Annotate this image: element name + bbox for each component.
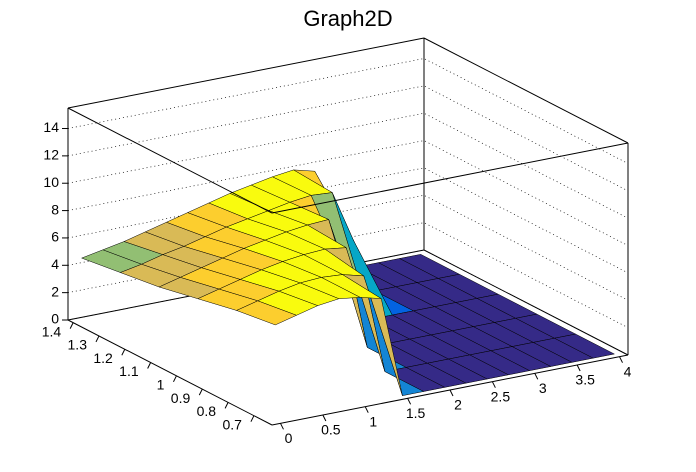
y-tick xyxy=(198,388,203,396)
x-tick-label: 3.5 xyxy=(575,372,595,388)
y-tick xyxy=(250,415,255,422)
z-tick-label: 2 xyxy=(51,283,59,299)
z-tick-label: 4 xyxy=(51,256,59,272)
grid-line xyxy=(67,85,629,192)
x-tick-label: 4 xyxy=(624,363,632,379)
y-tick-label: 0.9 xyxy=(171,390,191,406)
y-tick-label: 0.7 xyxy=(222,416,242,432)
x-tick xyxy=(619,356,623,363)
box-edge xyxy=(423,37,629,144)
y-tick-label: 1.4 xyxy=(42,323,62,339)
grid-line xyxy=(67,58,629,164)
box-edge xyxy=(271,142,629,214)
x-tick-label: 2 xyxy=(454,397,462,413)
y-tick xyxy=(69,322,74,329)
x-tick xyxy=(449,389,454,397)
box-edge xyxy=(423,249,629,356)
x-tick xyxy=(491,381,496,388)
box-edge xyxy=(67,37,425,109)
x-tick xyxy=(280,423,284,430)
x-tick xyxy=(407,398,412,405)
z-tick-label: 6 xyxy=(51,229,59,245)
x-tick-label: 2.5 xyxy=(491,388,511,404)
y-tick-label: 1.3 xyxy=(68,337,88,353)
y-tick xyxy=(121,349,126,356)
chart-title: Graph2D xyxy=(303,6,392,31)
x-tick xyxy=(576,364,581,372)
y-tick-label: 1.2 xyxy=(93,350,113,366)
z-tick-label: 12 xyxy=(43,147,59,163)
box-edge xyxy=(67,107,273,214)
z-tick-label: 10 xyxy=(43,174,59,190)
y-tick xyxy=(95,335,100,343)
surface-cell xyxy=(235,300,298,326)
x-tick xyxy=(364,406,369,413)
x-tick xyxy=(534,373,539,380)
z-tick-label: 8 xyxy=(51,201,59,217)
x-tick-label: 0.5 xyxy=(321,422,341,438)
box-edge xyxy=(67,319,273,426)
z-tick-label: 0 xyxy=(51,311,59,327)
y-tick xyxy=(224,402,229,409)
x-tick-label: 1.5 xyxy=(406,405,426,421)
x-tick-label: 3 xyxy=(539,380,547,396)
y-tick xyxy=(147,362,152,369)
y-tick xyxy=(173,375,177,383)
x-tick-label: 0 xyxy=(285,430,293,446)
grid-line xyxy=(67,140,629,246)
z-tick-label: 14 xyxy=(43,119,59,135)
grid-line xyxy=(67,112,629,219)
y-tick-label: 1 xyxy=(157,377,165,393)
y-tick-label: 0.8 xyxy=(197,403,217,419)
x-tick-label: 1 xyxy=(369,413,377,429)
x-tick xyxy=(322,414,327,422)
y-tick-label: 1.1 xyxy=(119,363,139,379)
